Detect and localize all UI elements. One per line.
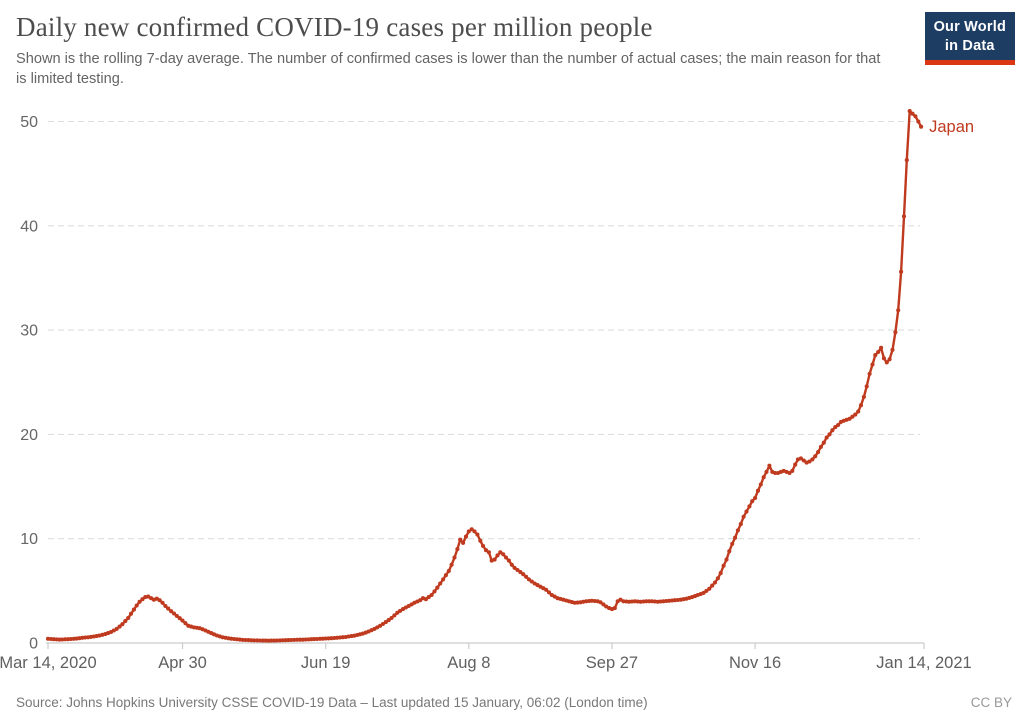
x-tick-label: Jan 14, 2021	[876, 654, 971, 672]
y-axis-labels: 0 10 20 30 40 50	[20, 114, 38, 653]
x-axis-labels: Mar 14, 2020 Apr 30 Jun 19 Aug 8 Sep 27 Nov 1…	[0, 654, 972, 672]
chart-subtitle: Shown is the rolling 7-day average. The …	[16, 51, 881, 88]
series-label-japan[interactable]: Japan	[929, 118, 974, 136]
owid-logo-red-bar	[924, 60, 1015, 66]
series-dots-japan	[45, 109, 924, 643]
x-tick-label: Nov 16	[729, 654, 781, 672]
x-tick-label: Apr 30	[158, 654, 207, 672]
series-line-japan	[46, 109, 923, 642]
chart-footer: Source: Johns Hopkins University CSSE CO…	[16, 695, 1012, 710]
chart-header: Daily new confirmed COVID-19 cases per m…	[16, 12, 916, 89]
source-note: Source: Johns Hopkins University CSSE CO…	[16, 695, 648, 710]
x-tick-label: Jun 19	[301, 654, 351, 672]
y-gridlines	[46, 120, 924, 644]
chart-title: Daily new confirmed COVID-19 cases per m…	[16, 12, 653, 42]
owid-logo[interactable]: Our World in Data	[924, 12, 1015, 66]
owid-logo-line1: Our World	[933, 19, 1006, 35]
series-japan	[45, 109, 924, 643]
license-link[interactable]: CC BY	[970, 695, 1012, 710]
owid-logo-line2: in Data	[944, 37, 995, 54]
y-tick-label-0: 0	[29, 636, 38, 653]
y-tick-label-20: 20	[20, 427, 38, 444]
y-tick-label-40: 40	[20, 218, 38, 235]
y-tick-label-10: 10	[20, 531, 38, 548]
owid-logo-text: Our World in Data	[924, 12, 1015, 61]
x-tick-label: Aug 8	[447, 654, 490, 672]
x-tick-label: Sep 27	[586, 654, 638, 672]
y-tick-label-50: 50	[20, 114, 38, 131]
x-axis-ticks	[47, 643, 925, 649]
x-tick-label: Mar 14, 2020	[0, 654, 97, 672]
y-tick-label-30: 30	[20, 323, 38, 340]
